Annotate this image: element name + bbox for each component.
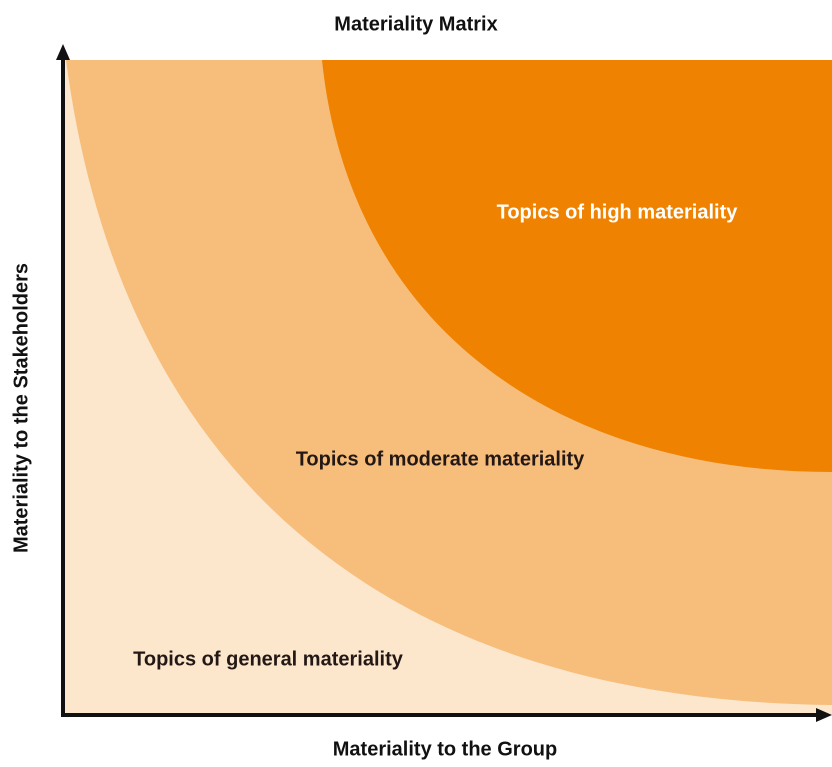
region-label: Topics of moderate materiality (296, 448, 585, 470)
y-axis-label: Materiality to the Stakeholders (10, 263, 32, 553)
title: Materiality Matrix (334, 13, 497, 35)
region-label: Topics of general materiality (133, 648, 404, 670)
x-axis-arrow (816, 708, 832, 722)
high-region (322, 60, 832, 472)
x-axis-label: Materiality to the Group (333, 738, 557, 760)
region-label: Topics of high materiality (497, 201, 739, 223)
y-axis-arrow (56, 44, 70, 60)
